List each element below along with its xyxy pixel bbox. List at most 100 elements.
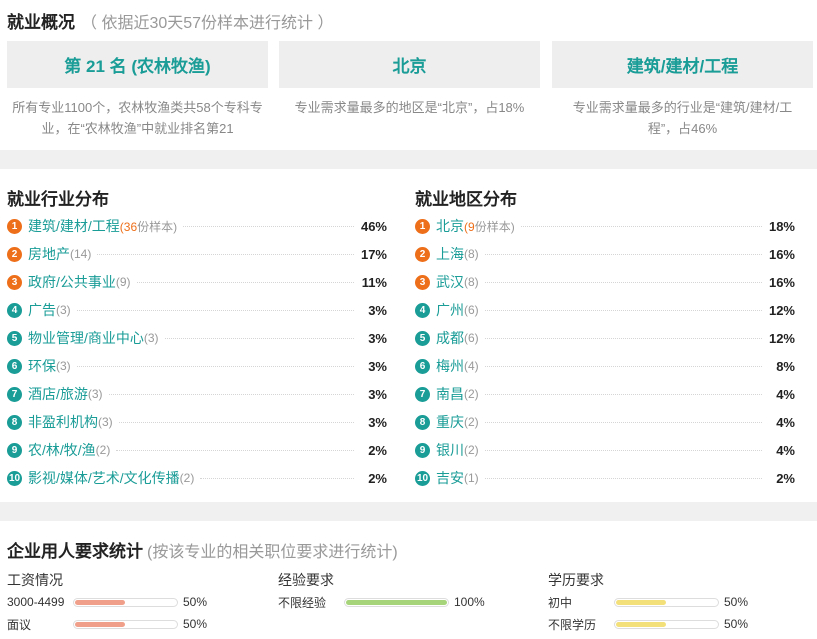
industry-stat-desc: 专业需求量最多的行业是“建筑/建材/工程”，占46% [572,100,793,136]
dotted-leader [484,477,762,479]
education-row: 初中 50% [548,594,748,610]
industry-list-item: 2 房地产 (14) 17% [7,240,387,268]
education-progress-fill [616,599,666,605]
industry-list-item: 10 影视/媒体/艺术/文化传播 (2) 2% [7,464,387,492]
rank-badge: 4 [415,302,430,318]
sample-count: (4) [464,359,479,373]
experience-progress-bar [344,597,449,607]
salary-title: 工资情况 [7,572,63,588]
dotted-leader [484,253,762,255]
dotted-leader [484,393,762,395]
region-item-link[interactable]: 南昌 [436,386,464,402]
rank-badge: 10 [7,470,22,486]
region-item-link[interactable]: 银川 [436,442,464,458]
rank-badge: 2 [7,246,22,262]
industry-item-link[interactable]: 农/林/牧/渔 [28,442,96,458]
sample-count: (1) [464,471,479,485]
sample-count: (36份样本) [119,219,178,234]
industry-item-link[interactable]: 房地产 [28,246,70,262]
industry-stat-box: 建筑/建材/工程 [552,41,813,88]
industry-list-item: 6 环保 (3) 3% [7,352,387,380]
experience-row-label: 不限经验 [278,595,327,610]
industry-item-link[interactable]: 广告 [28,302,56,318]
rank-badge: 5 [415,330,430,346]
salary-row: 面议 50% [7,616,207,632]
rank-badge: 9 [415,442,430,458]
education-row: 不限学历 50% [548,616,748,632]
percentage: 4% [776,414,795,430]
region-list-item: 8 重庆 (2) 4% [415,408,795,436]
region-stat-desc: 专业需求量最多的地区是“北京”，占18% [294,100,525,115]
percentage: 4% [776,386,795,402]
industry-list-item: 5 物业管理/商业中心 (3) 3% [7,324,387,352]
percentage: 46% [360,218,387,234]
education-row-value: 50% [724,595,749,609]
percentage: 17% [360,246,387,262]
dotted-leader [76,309,354,311]
overview-subtitle: （ 依据近30天57份样本进行统计 ） [81,15,334,32]
region-item-link[interactable]: 梅州 [436,358,464,374]
dotted-leader [484,309,762,311]
requirements-subtitle: (按该专业的相关职位要求进行统计) [147,544,398,561]
region-item-link[interactable]: 吉安 [436,470,464,486]
region-item-link[interactable]: 上海 [436,246,464,262]
salary-row-label: 3000-4499 [7,595,65,609]
section-divider [0,150,817,169]
rank-badge: 6 [7,358,22,374]
dotted-leader [97,253,354,255]
rank-badge: 9 [7,442,22,458]
rank-stat-desc: 所有专业1100个，农林牧渔类共58个专科专业，在“农林牧渔”中就业排名第21 [12,100,263,136]
salary-row-value: 50% [183,617,208,631]
section-divider [0,502,817,521]
rank-badge: 7 [7,386,22,402]
industry-item-link[interactable]: 建筑/建材/工程 [28,218,120,234]
region-item-link[interactable]: 广州 [436,302,464,318]
sample-count: (9) [115,275,131,289]
industry-item-link[interactable]: 非盈利机构 [28,414,98,430]
industry-stat-value: 建筑/建材/工程 [626,57,739,76]
percentage: 4% [776,442,795,458]
sample-count: (2) [464,415,479,429]
region-item-link[interactable]: 成都 [436,330,464,346]
region-list-item: 7 南昌 (2) 4% [415,380,795,408]
dotted-leader [200,477,354,479]
sample-count: (2) [179,471,195,485]
region-list-item: 4 广州 (6) 12% [415,296,795,324]
industry-item-link[interactable]: 物业管理/商业中心 [28,330,144,346]
rank-badge: 4 [7,302,22,318]
experience-title: 经验要求 [278,572,334,588]
sample-count: (3) [143,331,159,345]
percentage: 18% [768,218,795,234]
industry-item-link[interactable]: 政府/公共事业 [28,274,116,290]
region-item-link[interactable]: 北京 [436,218,464,234]
industry-list-item: 9 农/林/牧/渔 (2) 2% [7,436,387,464]
region-list-item: 2 上海 (8) 16% [415,240,795,268]
rank-badge: 10 [415,470,430,486]
salary-row-value: 50% [183,595,208,609]
region-title: 就业地区分布 [415,190,517,209]
industry-item-link[interactable]: 影视/媒体/艺术/文化传播 [28,470,180,486]
percentage: 3% [368,386,387,402]
region-item-link[interactable]: 重庆 [436,414,464,430]
sample-count: (9份样本) [464,219,515,234]
region-list-item: 5 成都 (6) 12% [415,324,795,352]
experience-progress-fill [346,599,447,605]
percentage: 11% [361,274,387,290]
education-row-label: 不限学历 [548,617,597,632]
rank-badge: 8 [415,414,430,430]
dotted-leader [484,337,762,339]
sample-count: (8) [464,275,479,289]
region-list-item: 6 梅州 (4) 8% [415,352,795,380]
industry-item-link[interactable]: 酒店/旅游 [28,386,88,402]
percentage: 12% [768,330,795,346]
region-list: 1 北京 (9份样本) 18% 2 上海 (8) 16% 3 武汉 (8) 16% 4 广州 (6) 12% 5… [415,212,795,492]
salary-progress-bar [73,619,178,629]
sample-count: (6) [464,303,479,317]
industry-item-link[interactable]: 环保 [28,358,56,374]
sample-count: (3) [56,303,71,317]
percentage: 8% [776,358,795,374]
rank-badge: 1 [7,218,22,234]
requirements-title-text: 企业用人要求统计 [7,542,143,561]
region-item-link[interactable]: 武汉 [436,274,464,290]
rank-badge: 3 [7,274,22,290]
